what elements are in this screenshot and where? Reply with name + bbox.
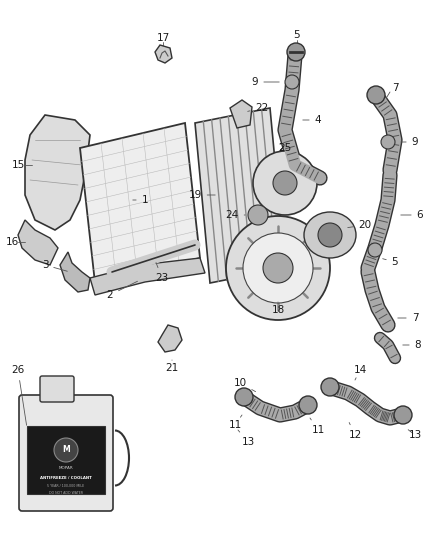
Text: 3: 3: [42, 260, 67, 271]
Circle shape: [321, 378, 339, 396]
Polygon shape: [90, 258, 205, 295]
Circle shape: [235, 388, 253, 406]
Circle shape: [226, 216, 330, 320]
Text: 11: 11: [310, 418, 325, 435]
Polygon shape: [80, 123, 200, 283]
Text: 23: 23: [155, 263, 169, 283]
Text: 6: 6: [401, 210, 423, 220]
Circle shape: [248, 205, 268, 225]
Polygon shape: [60, 252, 90, 292]
Polygon shape: [18, 220, 58, 265]
Text: 19: 19: [188, 190, 215, 200]
Text: 5: 5: [383, 257, 398, 267]
Ellipse shape: [304, 212, 356, 258]
Text: 12: 12: [348, 423, 362, 440]
Text: DO NOT ADD WATER: DO NOT ADD WATER: [49, 491, 83, 495]
Circle shape: [368, 243, 382, 257]
Circle shape: [54, 438, 78, 462]
Text: 7: 7: [398, 313, 418, 323]
Circle shape: [263, 253, 293, 283]
Text: 24: 24: [226, 210, 245, 220]
Text: 13: 13: [408, 430, 422, 440]
Circle shape: [253, 151, 317, 215]
Text: 10: 10: [233, 378, 255, 392]
Text: 13: 13: [238, 430, 254, 447]
Circle shape: [394, 406, 412, 424]
Polygon shape: [230, 100, 252, 128]
Text: 8: 8: [403, 340, 421, 350]
Text: 14: 14: [353, 365, 367, 380]
Text: 9: 9: [401, 137, 418, 147]
Text: 18: 18: [272, 302, 285, 315]
Text: 17: 17: [156, 33, 170, 43]
Text: 7: 7: [392, 83, 398, 93]
Circle shape: [318, 223, 342, 247]
Text: 2: 2: [107, 281, 138, 300]
Polygon shape: [25, 115, 90, 230]
Text: 22: 22: [248, 103, 268, 113]
Circle shape: [367, 86, 385, 104]
FancyBboxPatch shape: [40, 376, 74, 402]
Polygon shape: [195, 108, 285, 283]
Text: 5: 5: [294, 30, 300, 40]
Polygon shape: [158, 325, 182, 352]
Text: MOPAR: MOPAR: [59, 466, 74, 470]
Circle shape: [243, 233, 313, 303]
Text: 15: 15: [11, 160, 25, 170]
Text: 26: 26: [11, 365, 27, 425]
FancyBboxPatch shape: [27, 426, 105, 494]
Text: 4: 4: [303, 115, 321, 125]
Text: 21: 21: [166, 360, 179, 373]
FancyBboxPatch shape: [19, 395, 113, 511]
Text: 9: 9: [252, 77, 279, 87]
Text: 11: 11: [228, 415, 242, 430]
Circle shape: [381, 135, 395, 149]
Circle shape: [285, 75, 299, 89]
Circle shape: [299, 396, 317, 414]
Text: 16: 16: [5, 237, 19, 247]
Text: 1: 1: [133, 195, 148, 205]
Text: M: M: [62, 446, 70, 455]
Text: 5 YEAR / 100,000 MILE: 5 YEAR / 100,000 MILE: [47, 484, 85, 488]
Circle shape: [273, 171, 297, 195]
Text: ANTIFREEZE / COOLANT: ANTIFREEZE / COOLANT: [40, 476, 92, 480]
Text: 20: 20: [348, 220, 371, 230]
Text: 25: 25: [279, 143, 292, 153]
Polygon shape: [155, 45, 172, 63]
Circle shape: [287, 43, 305, 61]
Text: 25: 25: [279, 143, 292, 153]
